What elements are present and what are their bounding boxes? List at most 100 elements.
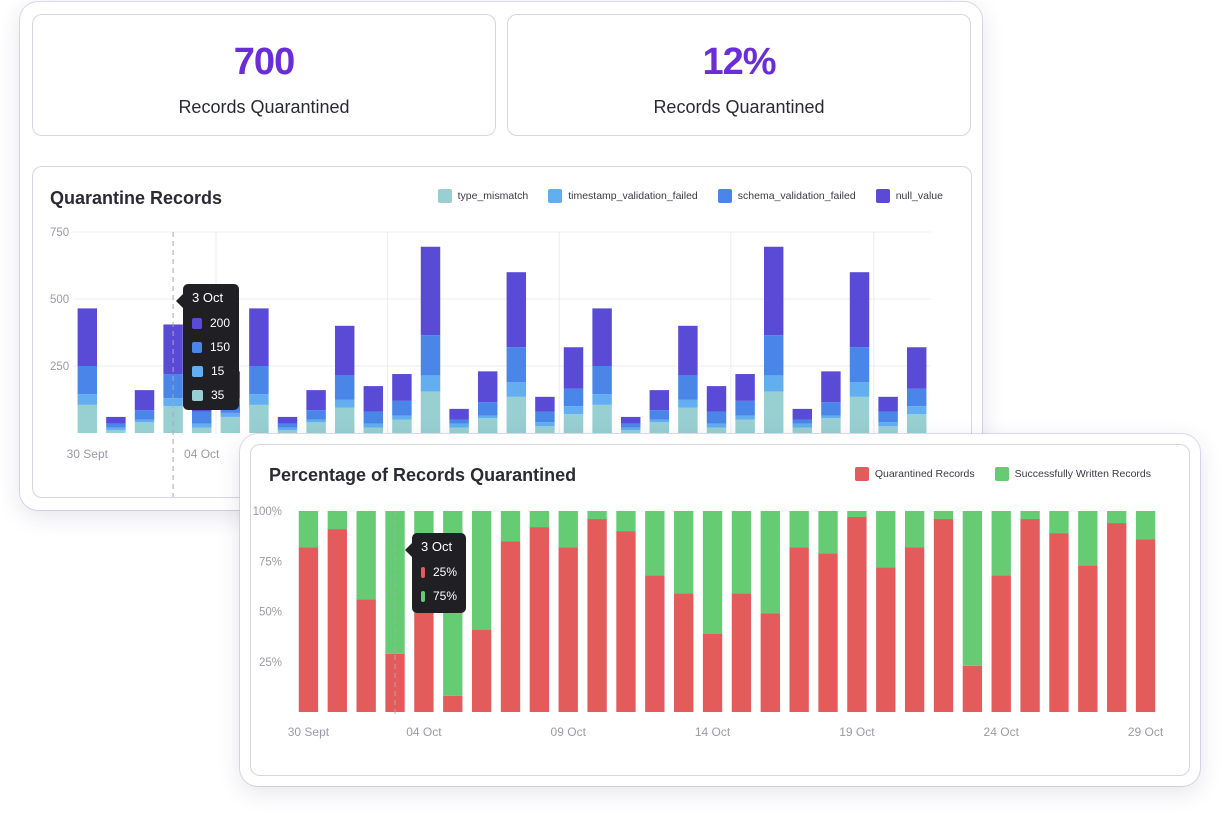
- bar-segment[interactable]: [1020, 519, 1040, 712]
- bar-segment[interactable]: [385, 511, 405, 654]
- bar-segment[interactable]: [962, 511, 983, 666]
- bar-segment[interactable]: [327, 511, 347, 530]
- bar-segment[interactable]: [500, 541, 521, 712]
- bar-segment[interactable]: [649, 390, 670, 411]
- bar-segment[interactable]: [500, 511, 521, 542]
- bar-segment[interactable]: [763, 375, 784, 392]
- bar-segment[interactable]: [334, 399, 355, 408]
- bar-segment[interactable]: [906, 406, 927, 415]
- bar-segment[interactable]: [1020, 511, 1040, 520]
- bar-segment[interactable]: [392, 419, 412, 433]
- bar-segment[interactable]: [674, 593, 694, 712]
- bar-segment[interactable]: [277, 416, 298, 424]
- bar-segment[interactable]: [760, 511, 780, 614]
- bar-segment[interactable]: [1078, 511, 1098, 566]
- bar-segment[interactable]: [735, 374, 755, 401]
- legend-item[interactable]: null_value: [875, 189, 943, 203]
- bar-segment[interactable]: [420, 335, 441, 376]
- bar-segment[interactable]: [449, 423, 469, 428]
- bar-segment[interactable]: [620, 427, 641, 431]
- bar-segment[interactable]: [163, 398, 183, 407]
- bar-segment[interactable]: [334, 325, 355, 376]
- bar-segment[interactable]: [620, 416, 641, 424]
- bar-segment[interactable]: [106, 416, 126, 424]
- bar-segment[interactable]: [535, 396, 555, 412]
- bar-segment[interactable]: [849, 396, 870, 433]
- bar-segment[interactable]: [220, 416, 241, 433]
- bar-segment[interactable]: [449, 427, 469, 433]
- bar-segment[interactable]: [1135, 511, 1156, 540]
- bar-segment[interactable]: [706, 386, 727, 412]
- bar-segment[interactable]: [620, 423, 641, 428]
- legend-item[interactable]: Quarantined Records: [854, 467, 975, 481]
- bar-segment[interactable]: [763, 391, 784, 433]
- bar-segment[interactable]: [649, 422, 670, 433]
- bar-segment[interactable]: [334, 375, 355, 400]
- bar-segment[interactable]: [306, 410, 326, 420]
- bar-segment[interactable]: [327, 529, 347, 712]
- bar-segment[interactable]: [471, 629, 492, 712]
- bar-segment[interactable]: [1049, 533, 1069, 712]
- bar-segment[interactable]: [529, 511, 550, 528]
- bar-segment[interactable]: [616, 511, 636, 532]
- bar-segment[interactable]: [134, 390, 155, 411]
- bar-segment[interactable]: [763, 246, 784, 336]
- bar-segment[interactable]: [471, 511, 492, 630]
- bar-segment[interactable]: [443, 695, 463, 712]
- bar-segment[interactable]: [933, 511, 954, 520]
- bar-segment[interactable]: [1107, 523, 1127, 712]
- bar-segment[interactable]: [792, 423, 813, 428]
- bar-segment[interactable]: [821, 371, 841, 403]
- bar-segment[interactable]: [649, 410, 670, 420]
- bar-segment[interactable]: [645, 511, 665, 576]
- bar-segment[interactable]: [735, 419, 755, 433]
- bar-segment[interactable]: [106, 423, 126, 428]
- bar-segment[interactable]: [587, 519, 607, 712]
- bar-segment[interactable]: [249, 366, 269, 395]
- bar-segment[interactable]: [420, 375, 441, 392]
- bar-segment[interactable]: [298, 547, 319, 712]
- bar-segment[interactable]: [706, 411, 727, 424]
- bar-segment[interactable]: [792, 419, 813, 424]
- bar-segment[interactable]: [592, 366, 612, 395]
- bar-segment[interactable]: [904, 547, 925, 712]
- bar-segment[interactable]: [191, 411, 212, 424]
- bar-segment[interactable]: [535, 426, 555, 433]
- bar-segment[interactable]: [477, 418, 498, 433]
- bar-segment[interactable]: [620, 430, 641, 433]
- bar-segment[interactable]: [363, 411, 384, 424]
- bar-segment[interactable]: [558, 511, 578, 548]
- bar-segment[interactable]: [847, 517, 867, 712]
- bar-segment[interactable]: [849, 347, 870, 383]
- bar-segment[interactable]: [904, 511, 925, 548]
- bar-segment[interactable]: [220, 412, 241, 417]
- bar-segment[interactable]: [563, 347, 584, 389]
- bar-segment[interactable]: [702, 511, 723, 634]
- bar-segment[interactable]: [735, 415, 755, 420]
- bar-segment[interactable]: [449, 408, 469, 420]
- bar-segment[interactable]: [1049, 511, 1069, 534]
- bar-segment[interactable]: [991, 511, 1011, 576]
- bar-segment[interactable]: [506, 272, 527, 348]
- bar-segment[interactable]: [191, 427, 212, 433]
- legend-item[interactable]: schema_validation_failed: [717, 189, 856, 203]
- bar-segment[interactable]: [763, 335, 784, 376]
- bar-segment[interactable]: [678, 407, 698, 433]
- bar-segment[interactable]: [356, 511, 376, 600]
- bar-segment[interactable]: [563, 406, 584, 415]
- bar-segment[interactable]: [991, 575, 1011, 712]
- bar-segment[interactable]: [735, 400, 755, 416]
- bar-segment[interactable]: [563, 414, 584, 433]
- bar-segment[interactable]: [249, 394, 269, 405]
- bar-segment[interactable]: [674, 511, 694, 594]
- bar-segment[interactable]: [678, 399, 698, 408]
- bar-segment[interactable]: [298, 511, 319, 548]
- bar-segment[interactable]: [420, 391, 441, 433]
- bar-segment[interactable]: [876, 567, 896, 712]
- bar-segment[interactable]: [706, 427, 727, 433]
- bar-segment[interactable]: [792, 408, 813, 420]
- bar-segment[interactable]: [163, 406, 183, 433]
- bar-segment[interactable]: [878, 422, 898, 427]
- bar-segment[interactable]: [506, 347, 527, 383]
- bar-segment[interactable]: [277, 423, 298, 428]
